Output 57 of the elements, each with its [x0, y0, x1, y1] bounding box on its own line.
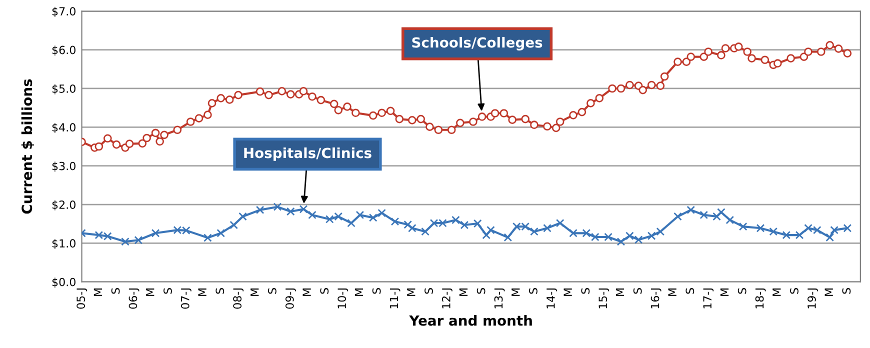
x-tick-label: M: [198, 288, 206, 296]
x-axis-title: Year and month: [409, 315, 532, 326]
x-tick-label: 17-J: [703, 288, 714, 308]
x-tick-label: 19-J: [808, 288, 818, 308]
y-tick-label: $1.0: [52, 238, 76, 250]
x-tick-label: M: [407, 288, 416, 296]
x-tick-label: M: [94, 288, 102, 296]
x-tick-label: S: [424, 288, 433, 294]
x-tick-label: 13-J: [494, 288, 505, 308]
x-tick-label: M: [720, 288, 729, 296]
x-tick-label: M: [302, 288, 311, 296]
x-tick-label: 14-J: [546, 288, 557, 308]
x-tick-label: 15-J: [598, 288, 610, 308]
x-tick-label: S: [476, 288, 486, 294]
x-tick-label: 08-J: [233, 288, 244, 309]
x-tick-label: M: [824, 288, 833, 296]
x-tick-label: 09-J: [285, 288, 296, 309]
x-tick-label: S: [111, 288, 120, 294]
x-tick-label: 16-J: [650, 288, 662, 308]
y-tick-label: $6.0: [52, 46, 76, 56]
x-tick-label: S: [842, 288, 851, 294]
x-tick-label: S: [581, 288, 590, 294]
x-tick-label: S: [633, 288, 642, 294]
x-tick-label: 18-J: [755, 288, 766, 308]
y-tick-label: $0.0: [52, 278, 76, 288]
y-tick-label: $4.0: [52, 122, 76, 134]
x-tick-label: S: [790, 288, 798, 294]
x-tick-label: 11-J: [390, 288, 400, 308]
x-tick-label: M: [772, 288, 781, 296]
x-tick-label: 05-J: [76, 288, 88, 309]
x-tick-label: 10-J: [338, 288, 348, 308]
x-tick-label: S: [216, 288, 224, 294]
x-tick-label: 07-J: [180, 288, 192, 309]
x-tick-label: S: [686, 288, 694, 294]
y-axis-title: Current $ billions: [21, 79, 34, 214]
x-tick-label: M: [512, 288, 520, 296]
x-tick-label: 06-J: [128, 288, 140, 309]
x-tick-label: M: [564, 288, 572, 296]
x-tick-label: S: [372, 288, 381, 294]
x-tick-label: S: [738, 288, 746, 294]
x-tick-label: M: [616, 288, 624, 296]
x-tick-label: S: [320, 288, 329, 294]
x-tick-label: S: [164, 288, 172, 294]
x-tick-label: M: [146, 288, 154, 296]
x-tick-label: M: [668, 288, 676, 296]
x-tick-label: S: [529, 288, 538, 294]
x-tick-label: S: [268, 288, 276, 294]
x-tick-label: M: [354, 288, 364, 296]
y-tick-label: $5.0: [52, 84, 76, 94]
text: Schools/Colleges: [412, 36, 542, 50]
y-tick-label: $7.0: [52, 6, 76, 17]
text: Hospitals/Clinics: [244, 147, 372, 161]
x-tick-label: M: [459, 288, 468, 296]
x-tick-label: M: [250, 288, 259, 296]
y-tick-label: $3.0: [52, 162, 76, 172]
x-tick-label: 12-J: [442, 288, 452, 308]
y-tick-label: $2.0: [52, 200, 76, 210]
